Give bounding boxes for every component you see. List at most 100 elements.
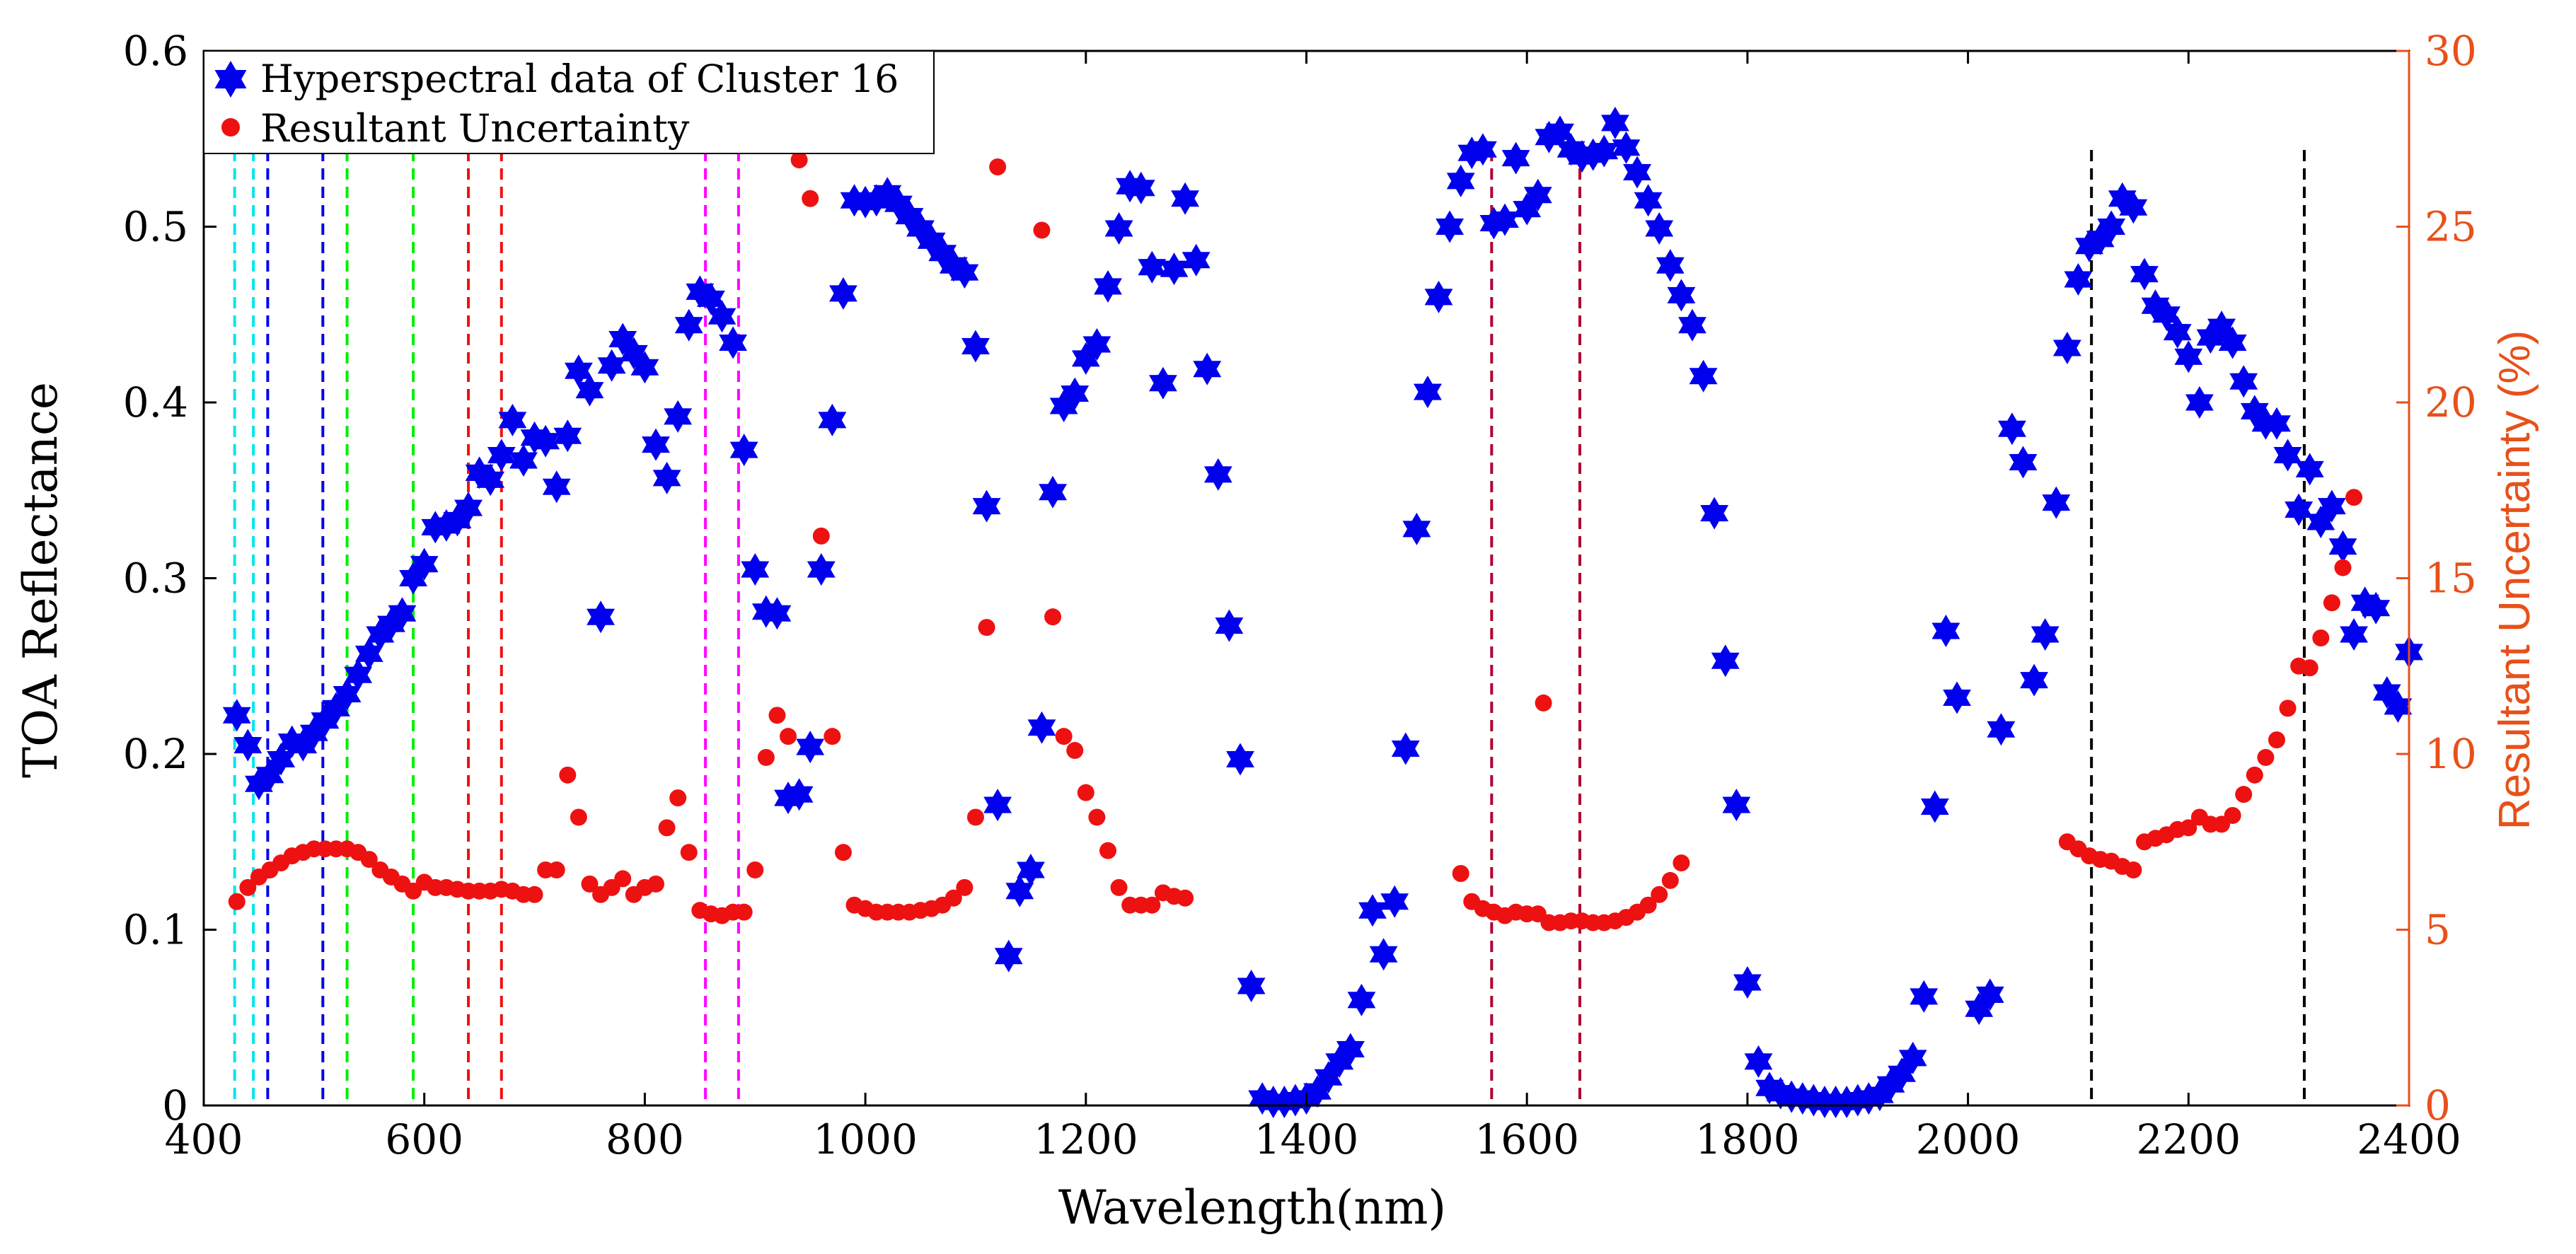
uncertainty-point xyxy=(2279,699,2297,717)
reflectance-point xyxy=(1358,894,1387,927)
x-axis-label: Wavelength(nm) xyxy=(1058,1180,1446,1235)
reflectance-point xyxy=(1061,377,1090,410)
reflectance-point xyxy=(1987,713,2016,746)
reflectance-point xyxy=(1215,609,1244,642)
uncertainty-point xyxy=(1651,886,1668,903)
reflectance-point xyxy=(2218,326,2247,359)
y-right-tick-label: 20 xyxy=(2425,378,2477,426)
y-right-tick-label: 0 xyxy=(2425,1081,2451,1130)
y-left-tick-label: 0.4 xyxy=(123,378,188,426)
reflectance-point xyxy=(2273,439,2302,472)
reflectance-point xyxy=(961,330,990,363)
reflectance-point xyxy=(2042,486,2071,519)
reflectance-point xyxy=(1920,790,1949,823)
reflectance-point xyxy=(674,308,703,342)
uncertainty-point xyxy=(812,527,830,545)
uncertainty-point xyxy=(2323,594,2340,612)
reflectance-point xyxy=(410,547,439,581)
reflectance-point xyxy=(542,470,571,504)
reflectance-point xyxy=(1380,885,1409,918)
uncertainty-point xyxy=(989,158,1007,176)
legend: Hyperspectral data of Cluster 16 Resulta… xyxy=(203,50,935,154)
reflectance-point xyxy=(1910,980,1939,1013)
reflectance-point xyxy=(1722,789,1751,822)
y-left-tick-label: 0 xyxy=(162,1081,188,1130)
reflectance-point xyxy=(972,489,1001,523)
reflectance-point xyxy=(597,349,626,382)
x-tick-label: 1000 xyxy=(813,1115,918,1163)
reflectance-point xyxy=(531,424,560,458)
reflectance-point xyxy=(498,403,527,436)
legend-circle-marker xyxy=(221,118,240,137)
uncertainty-point xyxy=(658,819,676,837)
uncertainty-point xyxy=(1639,896,1657,914)
reflectance-point xyxy=(1082,328,1111,361)
uncertainty-point xyxy=(1143,896,1161,914)
reflectance-point xyxy=(354,637,383,670)
x-tick-label: 600 xyxy=(385,1115,463,1163)
reflectance-point xyxy=(1424,280,1453,313)
reflectance-point xyxy=(1623,156,1651,189)
uncertainty-point xyxy=(1177,889,1194,907)
reflectance-point xyxy=(2263,407,2291,440)
uncertainty-point xyxy=(2224,806,2241,824)
reflectance-point xyxy=(2031,618,2060,651)
reflectance-point xyxy=(807,553,836,586)
uncertainty-point xyxy=(614,870,632,888)
uncertainty-point xyxy=(746,861,764,879)
reflectance-point xyxy=(587,600,615,634)
reflectance-point xyxy=(1226,743,1254,776)
reflectance-point xyxy=(1391,732,1420,765)
reflectance-point xyxy=(2285,493,2314,526)
uncertainty-point xyxy=(2180,819,2197,837)
y-right-tick-label: 10 xyxy=(2425,730,2477,778)
uncertainty-point xyxy=(1673,854,1690,872)
reflectance-point xyxy=(1182,243,1211,277)
uncertainty-point xyxy=(2246,766,2263,784)
reflectance-point xyxy=(2328,530,2357,563)
reflectance-point xyxy=(1436,210,1464,243)
reflectance-point xyxy=(983,789,1012,822)
reflectance-point xyxy=(1446,164,1475,197)
reflectance-point xyxy=(741,553,770,586)
reflectance-point xyxy=(729,434,758,467)
reflectance-point xyxy=(333,678,362,711)
reflectance-point xyxy=(454,492,483,525)
legend-uncertainty-label: Resultant Uncertainty xyxy=(260,106,690,151)
reflectance-point xyxy=(553,419,582,453)
uncertainty-point xyxy=(790,151,808,169)
x-tick-label: 1600 xyxy=(1474,1115,1579,1163)
reflectance-point xyxy=(1645,212,1674,245)
x-tick-label: 2000 xyxy=(1916,1115,2021,1163)
reflectance-point xyxy=(1601,106,1629,139)
uncertainty-point xyxy=(2125,861,2142,879)
uncertainty-point xyxy=(824,728,841,745)
uncertainty-point xyxy=(768,707,786,724)
reflectance-point xyxy=(1943,681,1971,714)
x-tick-label: 800 xyxy=(606,1115,684,1163)
reflectance-point xyxy=(1590,134,1619,168)
uncertainty-point xyxy=(1055,728,1073,745)
reflectance-point xyxy=(1369,938,1398,971)
reflectance-point xyxy=(2130,257,2159,291)
uncertainty-point xyxy=(1044,608,1062,626)
reflectance-point xyxy=(1005,874,1034,907)
uncertainty-point xyxy=(1099,842,1116,859)
reflectance-point xyxy=(1237,970,1266,1002)
uncertainty-point xyxy=(526,886,543,903)
reflectance-point xyxy=(1336,1033,1365,1066)
reflectance-point xyxy=(763,597,792,630)
uncertainty-point xyxy=(2345,489,2363,506)
reflectance-point xyxy=(476,463,505,497)
reflectance-point xyxy=(267,743,295,776)
left-y-axis: 0 0.1 0.2 0.3 0.4 0.5 0.6 xyxy=(123,27,216,1130)
uncertainty-point xyxy=(2334,559,2352,576)
uncertainty-point xyxy=(2268,731,2285,749)
reflectance-point xyxy=(1931,615,1960,647)
reflectance-point xyxy=(1975,978,2004,1011)
x-tick-label: 1200 xyxy=(1034,1115,1138,1163)
reflectance-point xyxy=(2064,263,2093,296)
y-left-tick-label: 0.6 xyxy=(123,27,188,75)
